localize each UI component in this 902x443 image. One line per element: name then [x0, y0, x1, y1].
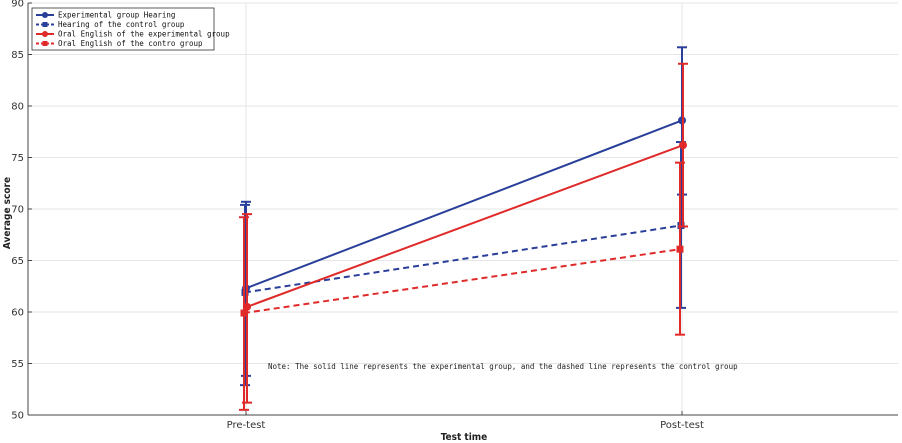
y-tick-label: 75: [11, 153, 24, 164]
y-tick-label: 60: [11, 308, 24, 319]
legend-label: Oral English of the contro group: [58, 39, 203, 48]
legend-label: Oral English of the experimental group: [58, 30, 230, 39]
y-tick-label: 70: [11, 205, 24, 216]
legend-marker: [42, 12, 48, 18]
y-axis-title: Average score: [2, 177, 13, 249]
series-group: [239, 46, 688, 411]
data-point: [679, 141, 687, 150]
series-1: [241, 46, 687, 377]
legend-label: Experimental group Hearing: [58, 11, 175, 20]
x-tick-label: Post-test: [660, 420, 704, 431]
legend-label: Hearing of the control group: [58, 20, 185, 29]
x-tick-label: Pre-test: [227, 420, 266, 431]
legend-marker: [42, 41, 48, 46]
y-tick-label: 55: [11, 359, 24, 370]
y-tick-label: 85: [11, 50, 24, 61]
legend-marker: [42, 31, 48, 37]
series-line: [245, 119, 683, 290]
series-line: [243, 248, 681, 315]
series-line: [246, 144, 684, 308]
y-tick-label: 80: [11, 102, 24, 113]
series-2: [240, 141, 686, 387]
data-point: [676, 245, 684, 253]
y-tick-label: 90: [11, 0, 24, 10]
y-tick-label: 50: [11, 411, 24, 422]
x-axis-title: Test time: [441, 432, 488, 443]
grid: [28, 2, 898, 416]
legend-marker: [42, 22, 48, 27]
axes: 50 55 60 65 70 75 80 85 90 Pre-test Post-test: [11, 0, 898, 431]
series-4: [239, 161, 685, 411]
data-point: [240, 309, 248, 317]
legend-box: [31, 7, 215, 51]
chart-note: Note: The solid line represents the expe…: [268, 362, 738, 371]
series-3: [242, 62, 688, 404]
y-tick-label: 65: [11, 256, 24, 267]
